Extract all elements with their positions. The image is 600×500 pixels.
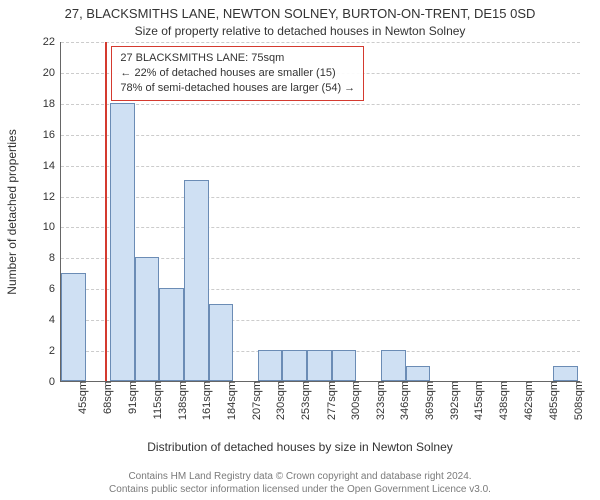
x-tick-label: 415sqm: [469, 381, 485, 420]
histogram-bar: [61, 273, 86, 381]
x-tick-label: 277sqm: [322, 381, 338, 420]
marker-info-line: 78% of semi-detached houses are larger (…: [120, 81, 355, 96]
x-axis-label: Distribution of detached houses by size …: [0, 440, 600, 454]
x-tick-label: 115sqm: [148, 381, 164, 419]
histogram-bar: [258, 350, 283, 381]
x-tick-label: 346sqm: [395, 381, 411, 420]
y-tick-label: 0: [49, 376, 61, 388]
histogram-bar: [332, 350, 357, 381]
footer-line-1: Contains HM Land Registry data © Crown c…: [0, 471, 600, 484]
y-tick-label: 18: [43, 98, 61, 110]
x-tick-label: 184sqm: [222, 381, 238, 420]
grid-line: [61, 166, 580, 167]
footer-attribution: Contains HM Land Registry data © Crown c…: [0, 471, 600, 496]
x-tick-label: 508sqm: [569, 381, 585, 420]
footer-line-2: Contains public sector information licen…: [0, 484, 600, 497]
x-tick-label: 45sqm: [73, 381, 89, 414]
plot-area: 024681012141618202227 BLACKSMITHS LANE: …: [60, 42, 580, 382]
y-tick-label: 8: [49, 252, 61, 264]
y-tick-label: 10: [43, 221, 61, 233]
chart-title-address: 27, BLACKSMITHS LANE, NEWTON SOLNEY, BUR…: [0, 6, 600, 21]
y-tick-label: 16: [43, 129, 61, 141]
y-axis-label: Number of detached properties: [5, 129, 19, 294]
histogram-bar: [209, 304, 234, 381]
x-tick-label: 369sqm: [420, 381, 436, 420]
x-tick-label: 253sqm: [296, 381, 312, 420]
grid-line: [61, 227, 580, 228]
grid-line: [61, 197, 580, 198]
chart-title-subtitle: Size of property relative to detached ho…: [0, 24, 600, 38]
figure: 27, BLACKSMITHS LANE, NEWTON SOLNEY, BUR…: [0, 0, 600, 500]
x-tick-label: 323sqm: [371, 381, 387, 420]
grid-line: [61, 104, 580, 105]
histogram-bar: [307, 350, 332, 381]
x-tick-label: 207sqm: [247, 381, 263, 420]
x-tick-label: 68sqm: [98, 381, 114, 414]
histogram-bar: [381, 350, 406, 381]
histogram-bar: [184, 180, 209, 381]
y-tick-label: 6: [49, 283, 61, 295]
x-tick-label: 161sqm: [197, 381, 213, 420]
marker-info-line: 27 BLACKSMITHS LANE: 75sqm: [120, 51, 355, 66]
histogram-bar: [282, 350, 307, 381]
x-tick-label: 392sqm: [445, 381, 461, 420]
marker-info-line: ← 22% of detached houses are smaller (15…: [120, 66, 355, 81]
histogram-bar: [135, 257, 160, 381]
x-tick-label: 138sqm: [173, 381, 189, 420]
x-tick-label: 91sqm: [123, 381, 139, 414]
marker-info-box: 27 BLACKSMITHS LANE: 75sqm← 22% of detac…: [111, 46, 364, 101]
y-tick-label: 2: [49, 345, 61, 357]
histogram-bar: [110, 103, 135, 381]
x-tick-label: 438sqm: [494, 381, 510, 420]
histogram-bar: [553, 366, 578, 381]
y-tick-label: 4: [49, 314, 61, 326]
x-tick-label: 300sqm: [346, 381, 362, 420]
x-tick-label: 462sqm: [519, 381, 535, 420]
histogram-bar: [406, 366, 431, 381]
y-tick-label: 20: [43, 67, 61, 79]
subject-property-marker: [105, 42, 107, 381]
y-tick-label: 22: [43, 36, 61, 48]
grid-line: [61, 42, 580, 43]
x-tick-label: 485sqm: [544, 381, 560, 420]
y-tick-label: 14: [43, 160, 61, 172]
y-tick-label: 12: [43, 191, 61, 203]
x-tick-label: 230sqm: [271, 381, 287, 420]
histogram-bar: [159, 288, 184, 381]
grid-line: [61, 135, 580, 136]
